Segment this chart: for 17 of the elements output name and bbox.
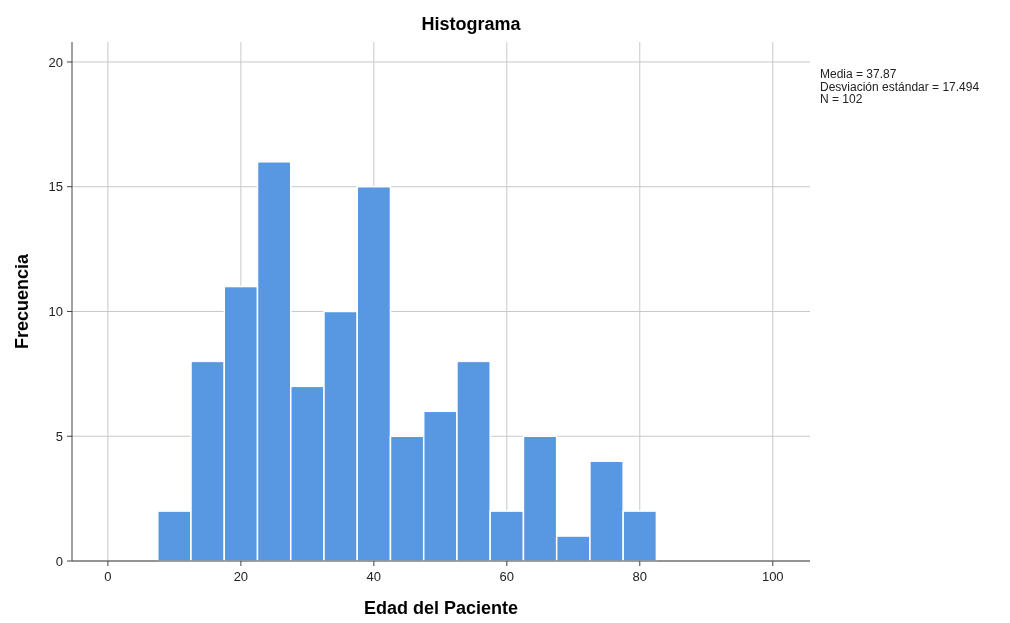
y-tick-label: 0 bbox=[55, 553, 63, 569]
x-tick-label: 100 bbox=[761, 569, 784, 584]
x-axis-title: Edad del Paciente bbox=[363, 598, 519, 618]
y-axis-title: Frecuencia bbox=[12, 252, 32, 350]
x-tick-label: 60 bbox=[499, 569, 515, 584]
y-tick-label: 5 bbox=[55, 428, 63, 444]
y-tick-label: 20 bbox=[48, 54, 63, 70]
text: Desviación estándar = 17.494 bbox=[820, 79, 980, 94]
x-tick-label: 0 bbox=[104, 569, 112, 584]
text: Media = 37.87 bbox=[820, 67, 897, 81]
y-tick-label: 15 bbox=[48, 179, 63, 195]
chart-title: Histograma bbox=[421, 14, 522, 34]
text: N = 102 bbox=[820, 92, 863, 106]
x-tick-label: 20 bbox=[233, 569, 249, 584]
y-tick-label: 10 bbox=[48, 304, 63, 320]
x-tick-label: 80 bbox=[632, 569, 648, 584]
x-tick-label: 40 bbox=[366, 569, 382, 584]
